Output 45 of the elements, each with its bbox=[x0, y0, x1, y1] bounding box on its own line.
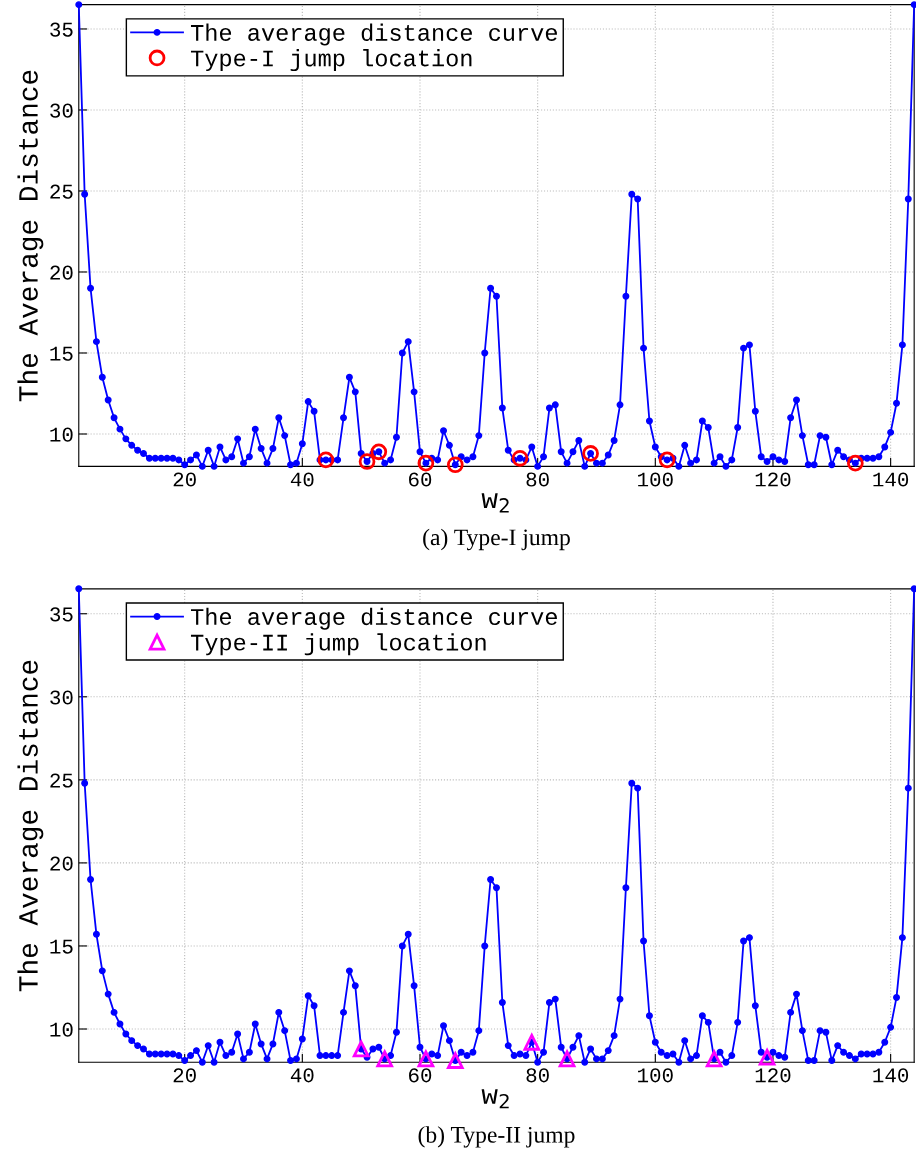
y-tick-label: 35 bbox=[50, 607, 73, 622]
x-tick-label: 80 bbox=[526, 472, 549, 487]
point bbox=[658, 451, 676, 469]
x-axis-title: w$_{2}$ bbox=[481, 1089, 509, 1109]
point bbox=[370, 443, 388, 461]
legend-label: Type-II jump location bbox=[190, 633, 486, 656]
x-tick-label: 120 bbox=[755, 472, 791, 487]
x-tick-label: 100 bbox=[638, 472, 673, 487]
y-tick-label: 30 bbox=[50, 690, 73, 705]
x-tick-label: 20 bbox=[173, 472, 196, 487]
y-tick-label: 30 bbox=[50, 103, 73, 118]
y-axis-title: The Average Distance bbox=[17, 70, 44, 402]
y-tick-label: 20 bbox=[50, 856, 73, 871]
x-tick-label: 140 bbox=[873, 1068, 909, 1083]
y-axis-title: The Average Distance bbox=[17, 660, 44, 992]
point bbox=[582, 445, 599, 462]
point bbox=[847, 454, 864, 472]
x-axis-title: w$_{2}$ bbox=[481, 493, 509, 513]
x-tick-label: 40 bbox=[290, 472, 314, 487]
y-tick-label: 35 bbox=[50, 22, 73, 37]
text: (a) Type-I jump bbox=[423, 528, 570, 551]
point bbox=[317, 451, 335, 469]
x-tick-label: 60 bbox=[409, 1068, 432, 1083]
point bbox=[417, 454, 435, 472]
point bbox=[446, 456, 464, 474]
text: (b) Type-II jump bbox=[418, 1126, 575, 1148]
y-tick-label: 15 bbox=[50, 346, 73, 361]
x-tick-label: 60 bbox=[409, 472, 432, 487]
x-tick-label: 120 bbox=[755, 1068, 791, 1083]
x-tick-label: 80 bbox=[526, 1068, 549, 1083]
x-tick-label: 20 bbox=[173, 1068, 196, 1083]
y-tick-label: 20 bbox=[50, 265, 73, 280]
point bbox=[358, 453, 376, 470]
y-tick-label: 25 bbox=[50, 773, 73, 788]
x-tick-label: 100 bbox=[638, 1068, 673, 1083]
x-tick-label: 140 bbox=[873, 472, 909, 487]
y-tick-label: 10 bbox=[50, 1022, 73, 1037]
y-tick-label: 25 bbox=[50, 184, 73, 199]
point bbox=[511, 449, 529, 467]
x-tick-label: 40 bbox=[290, 1068, 314, 1083]
legend-label: Type-I jump location bbox=[190, 49, 472, 72]
legend-label: The average distance curve bbox=[190, 607, 557, 630]
legend-label: The average distance curve bbox=[190, 23, 557, 46]
y-tick-label: 15 bbox=[50, 939, 73, 954]
y-tick-label: 10 bbox=[50, 427, 73, 442]
